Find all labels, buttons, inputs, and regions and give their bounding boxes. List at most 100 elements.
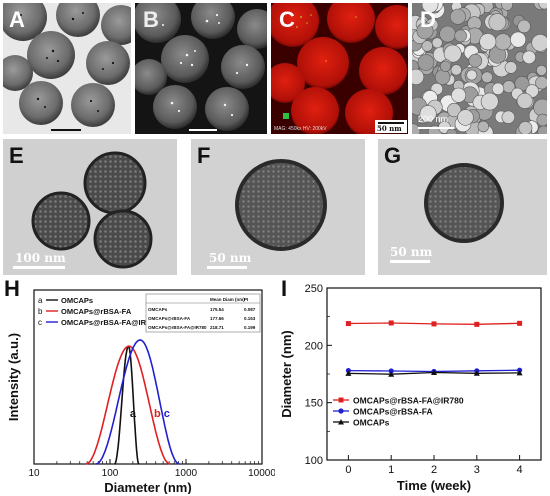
scale-bar-g [390, 260, 430, 263]
scale-bar-d [418, 127, 454, 129]
y-axis-label-h: Intensity (a.u.) [6, 333, 21, 421]
y-axis-label-i: Diameter (nm) [279, 330, 294, 417]
data-point-0 [517, 320, 523, 326]
data-point-0 [474, 321, 480, 327]
table-header: Mean Diam (nm) [210, 297, 245, 302]
sem-grain [443, 44, 462, 63]
curve-label-c: c [164, 408, 170, 420]
panel-label-i: I [281, 280, 287, 301]
x-tick-label-h: 10000 [248, 468, 275, 479]
panel-d-sem-image: D 200 nm [412, 3, 547, 134]
sem-grain [454, 29, 467, 43]
sem-grain [466, 69, 478, 81]
panel-label-h: H [4, 280, 20, 301]
sem-grain [491, 82, 505, 95]
sem-grain [421, 40, 433, 52]
scale-bar-a [51, 129, 81, 131]
panel-label-b: B [143, 7, 159, 32]
scale-bar-c-line [378, 122, 404, 124]
panel-f-micrograph [191, 139, 365, 275]
table-cell: 218.71 [210, 325, 224, 330]
sem-grain [439, 25, 456, 43]
data-point-2 [516, 369, 523, 376]
panel-label-f: F [197, 143, 211, 168]
inset-table-h [145, 293, 261, 333]
panel-f-tem-image: F 50 nm [191, 139, 365, 275]
sem-grain [504, 61, 518, 74]
x-axis-label-h: Diameter (nm) [104, 480, 191, 494]
sem-grain [510, 31, 527, 48]
sem-grain [488, 13, 507, 32]
panel-e-micrograph [3, 139, 177, 275]
panel-g-tem-image: G 50 nm [378, 139, 547, 275]
data-point-0 [345, 321, 351, 327]
table-header: PI [244, 297, 248, 302]
panel-label-e: E [9, 143, 24, 168]
plot-frame-h [33, 289, 263, 465]
table-cell: 177.66 [210, 316, 224, 321]
scale-bar-e-text: 100 nm [15, 251, 66, 265]
table-cell: OMCAPs@rBSA-FA [148, 316, 191, 321]
data-point-2 [431, 369, 437, 376]
scale-bar-c-text: 50 nm [377, 124, 402, 133]
sem-grain [516, 92, 533, 109]
chart-h-size-distribution: H 10 100 1000 10000 Diameter (nm) Intensity (a… [4, 280, 275, 494]
sem-grain [537, 125, 547, 134]
scale-bar-f [207, 266, 247, 269]
scale-bar-e [13, 266, 65, 269]
sem-grain [531, 34, 547, 52]
table-cell: 175.54 [210, 307, 224, 312]
sem-grain [494, 33, 512, 51]
panel-c-map [271, 3, 408, 134]
legend-marker-i [338, 408, 344, 414]
sem-grain [518, 121, 533, 134]
sem-grain [535, 76, 547, 90]
y-tick-label-i: 200 [305, 340, 323, 352]
legend-label-c: OMCAPs@rBSA-FA@IR780 [61, 318, 159, 327]
y-tick-label-i: 150 [305, 398, 323, 410]
sem-grain [479, 33, 497, 51]
sem-grain [447, 102, 462, 118]
x-tick-label-i: 1 [388, 464, 394, 476]
curve-a [114, 345, 140, 465]
sem-grain [522, 50, 536, 65]
legend-label-a: OMCAPs [61, 296, 93, 305]
x-axis-label-i: Time (week) [397, 478, 471, 493]
legend-label-b: OMCAPs@rBSA-FA [61, 307, 132, 316]
sem-grain [481, 71, 493, 84]
panel-label-c: C [279, 7, 295, 32]
sem-grain [421, 3, 439, 13]
panel-a-tem-image: A [3, 3, 131, 134]
sem-grain [468, 53, 483, 68]
panel-c-eds-map: C MAG: 450kx HV: 200kV 50 nm [271, 3, 408, 134]
sem-grain [417, 54, 435, 71]
x-tick-label-i: 3 [474, 464, 480, 476]
legend-marker-i [338, 397, 344, 403]
panel-b-haadf-image: B [135, 3, 267, 134]
sem-grain [477, 120, 490, 133]
panel-d-micrograph [412, 3, 547, 134]
sem-grain [412, 68, 425, 85]
sem-grain [419, 105, 437, 123]
x-tick-label-h: 10 [28, 468, 40, 479]
sem-grain [449, 8, 466, 25]
sem-grain [480, 92, 499, 111]
sem-grain [416, 22, 434, 40]
chart-i-stability: I 100 150 200 250 0 1 2 3 4 Time (week) Diameter (n… [279, 280, 542, 493]
legend-label-i: OMCAPs [353, 418, 390, 428]
panel-label-d: D [420, 7, 436, 32]
sem-grain [536, 113, 547, 127]
sem-grain [501, 3, 513, 11]
sem-grain [517, 19, 531, 34]
panel-label-a: A [9, 7, 25, 32]
x-tick-label-h: 100 [102, 468, 119, 479]
legend-marker-i [338, 419, 344, 425]
table-cell: 0.087 [244, 307, 256, 312]
x-tick-label-i: 4 [517, 464, 523, 476]
sem-grain [412, 123, 421, 134]
table-cell: 0.199 [244, 325, 256, 330]
legend-key-a: a [38, 296, 43, 305]
legend-key-b: b [38, 307, 43, 316]
panel-g-micrograph [378, 139, 547, 275]
data-point-2 [388, 371, 395, 377]
